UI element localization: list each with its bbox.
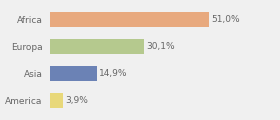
Bar [50,93,62,108]
Text: 51,0%: 51,0% [212,15,240,24]
Text: 14,9%: 14,9% [99,69,128,78]
Text: 3,9%: 3,9% [65,96,88,105]
Bar [50,66,97,81]
Bar [50,12,209,27]
Bar [50,39,144,54]
Text: 30,1%: 30,1% [146,42,175,51]
